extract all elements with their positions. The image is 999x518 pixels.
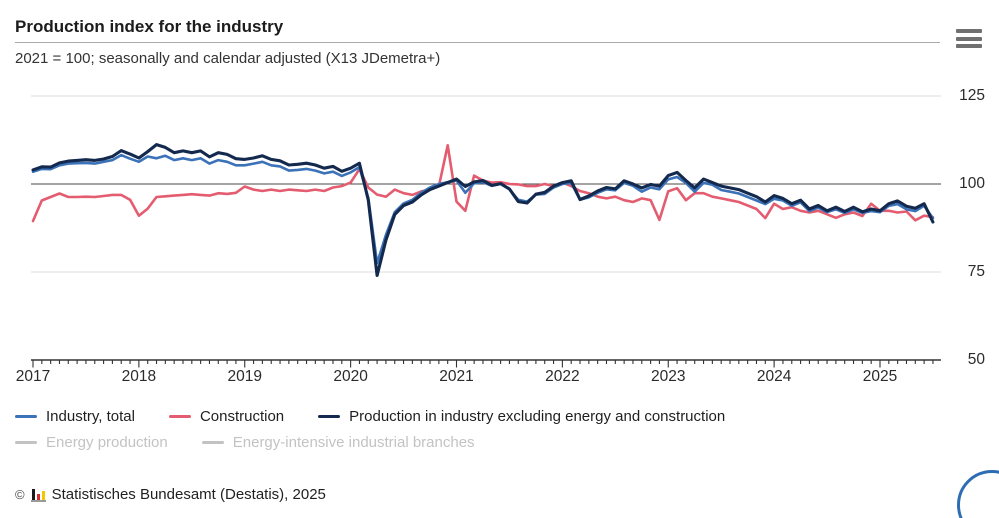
legend-item-energy-production[interactable]: Energy production [15, 434, 168, 451]
line-swatch-icon [15, 415, 37, 418]
legend-item-label: Production in industry excluding energy … [349, 408, 726, 425]
series-line-production-in-industry-excluding-energy-and-construction[interactable] [31, 143, 935, 278]
chart-legend: Industry, total Construction Production … [15, 408, 985, 460]
source-attribution: © Statistisches Bundesamt (Destatis), 20… [15, 486, 326, 503]
x-axis-tick-label: 2017 [15, 368, 51, 385]
source-text: Statistisches Bundesamt (Destatis), 2025 [51, 486, 326, 503]
x-axis-tick-label: 2023 [650, 368, 686, 385]
x-axis-tick-label: 2020 [333, 368, 368, 385]
x-axis-tick-label: 2019 [227, 368, 262, 385]
line-swatch-icon [168, 415, 191, 418]
title-divider [15, 42, 940, 43]
y-axis-tick-label: 125 [959, 87, 985, 104]
x-axis-tick-label: 2018 [121, 368, 157, 385]
legend-item-industry-excl-energy-construction[interactable]: Production in industry excluding energy … [318, 408, 725, 425]
x-axis-tick-label: 2025 [862, 368, 898, 385]
y-axis-tick-label: 75 [967, 263, 985, 280]
x-axis-tick-label: 2022 [545, 368, 580, 385]
legend-item-construction[interactable]: Construction [168, 408, 285, 425]
y-axis-tick-label: 50 [967, 351, 985, 368]
hamburger-menu-icon[interactable] [956, 29, 982, 48]
page-title: Production index for the industry [15, 17, 284, 36]
line-swatch-icon [201, 441, 224, 444]
y-axis-tick-label: 100 [959, 175, 985, 192]
legend-item-energy-intensive-branches[interactable]: Energy-intensive industrial branches [201, 434, 475, 451]
floating-action-button-partial[interactable] [957, 470, 999, 518]
line-swatch-icon [318, 415, 341, 418]
destatis-logo-icon [30, 487, 46, 502]
x-axis-tick-label: 2021 [439, 368, 474, 385]
chart-plot-area[interactable]: 125 100 75 50 2017 2018 2019 2020 2021 2022 2023 20… [0, 85, 999, 400]
legend-item-label: Energy-intensive industrial branches [232, 434, 475, 451]
line-swatch-icon [15, 441, 37, 444]
x-axis-tick-label: 2024 [756, 368, 792, 385]
legend-item-label: Energy production [46, 434, 168, 451]
legend-item-industry-total[interactable]: Industry, total [15, 408, 135, 425]
legend-item-label: Construction [199, 408, 285, 425]
legend-row-inactive: Energy production Energy-intensive indus… [15, 434, 985, 451]
legend-row-active: Industry, total Construction Production … [15, 408, 985, 425]
legend-item-label: Industry, total [46, 408, 135, 425]
chart-subtitle: 2021 = 100; seasonally and calendar adju… [15, 50, 441, 67]
copyright-symbol: © [15, 487, 25, 502]
